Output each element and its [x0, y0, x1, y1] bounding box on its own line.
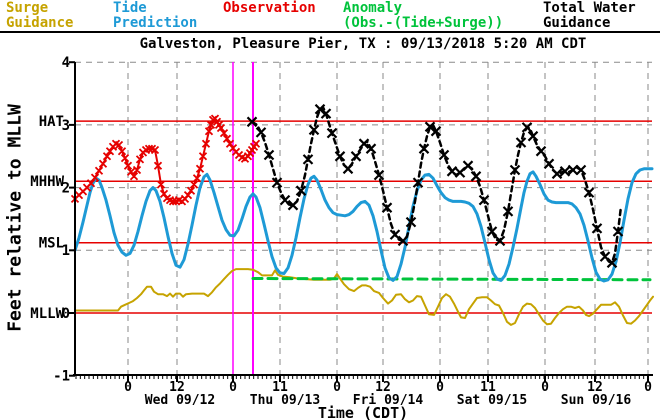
anomaly-series: [251, 277, 652, 282]
y-tick-label: 0: [62, 306, 70, 322]
legend-label: (Obs.-(Tide+Surge)): [343, 15, 504, 31]
observation-markers: [70, 114, 261, 206]
x-tick-label: 0: [436, 380, 444, 395]
y-tick-label: -1: [53, 369, 70, 385]
legend-label: Tide: [113, 0, 147, 16]
x-tick-label: 12: [169, 380, 185, 395]
x-axis-title: Time (CDT): [317, 404, 409, 420]
legend-label: Guidance: [543, 15, 611, 31]
day-label: Thu 09/13: [250, 393, 320, 408]
vertical-gridlines: [127, 62, 649, 375]
datum-label-MLLW: MLLW: [30, 306, 64, 322]
legend-label: Prediction: [113, 15, 198, 31]
legend-item-surge-guidance: Surge Guidance: [6, 1, 73, 31]
datum-label-MHHW: MHHW: [30, 174, 64, 190]
legend-label: Observation: [223, 0, 316, 16]
total-line: [250, 106, 623, 265]
surge-line: [74, 268, 654, 326]
tide-line: [73, 167, 654, 283]
legend-item-tide-prediction: Tide Prediction: [113, 1, 197, 31]
day-label: Sun 09/16: [561, 393, 632, 408]
legend-label: Surge: [6, 0, 49, 16]
total-series: [246, 103, 624, 269]
datum-label-MSL: MSL: [39, 236, 64, 252]
x-tick-label: 12: [375, 380, 391, 395]
x-axis-ticks: 0 12 0 11 0 12 0 11 0 12 0: [124, 375, 652, 395]
day-label: Sat 09/15: [457, 393, 527, 408]
x-tick-label: 11: [272, 380, 288, 395]
x-tick-label: 0: [541, 380, 549, 395]
observation-series: [70, 114, 261, 206]
legend-item-observation: Observation: [223, 1, 316, 16]
day-label: Wed 09/12: [145, 393, 215, 408]
x-tick-label: 12: [587, 380, 603, 395]
x-tick-label: 0: [124, 380, 132, 395]
legend-label: Guidance: [6, 15, 74, 31]
day-labels: Wed 09/12 Thu 09/13 Fri 09/14 Sat 09/15 Sun …: [145, 393, 632, 408]
y-axis-ticks: 4 3 2 1 0 -1: [53, 55, 75, 385]
axes: [73, 62, 653, 376]
y-tick-label: 1: [62, 243, 70, 259]
y-tick-label: 3: [62, 118, 70, 134]
datum-label-HAT: HAT: [39, 114, 64, 130]
legend-label: Total Water: [543, 0, 636, 16]
chart-title: Galveston, Pleasure Pier, TX : 09/13/201…: [139, 36, 587, 52]
legend-item-total-water: Total Water Guidance: [543, 1, 636, 31]
now-lines: [232, 62, 254, 375]
tide-series: [73, 167, 654, 283]
x-minor-ticks: [75, 375, 649, 379]
datum-lines: HAT MHHW MSL MLLW: [30, 114, 652, 322]
day-label: Fri 09/14: [353, 393, 424, 408]
y-tick-label: 2: [62, 181, 70, 197]
x-tick-label: 11: [480, 380, 496, 395]
total-markers: [246, 103, 624, 269]
legend-divider: [0, 31, 660, 33]
x-tick-label: 0: [644, 380, 652, 395]
legend-label: Anomaly: [343, 0, 403, 16]
x-tick-label: 0: [229, 380, 237, 395]
y-tick-label: 4: [62, 55, 70, 71]
anomaly-line: [251, 277, 652, 282]
surge-series: [74, 268, 654, 326]
legend-item-anomaly: Anomaly (Obs.-(Tide+Surge)): [343, 1, 503, 31]
x-tick-label: 0: [333, 380, 341, 395]
